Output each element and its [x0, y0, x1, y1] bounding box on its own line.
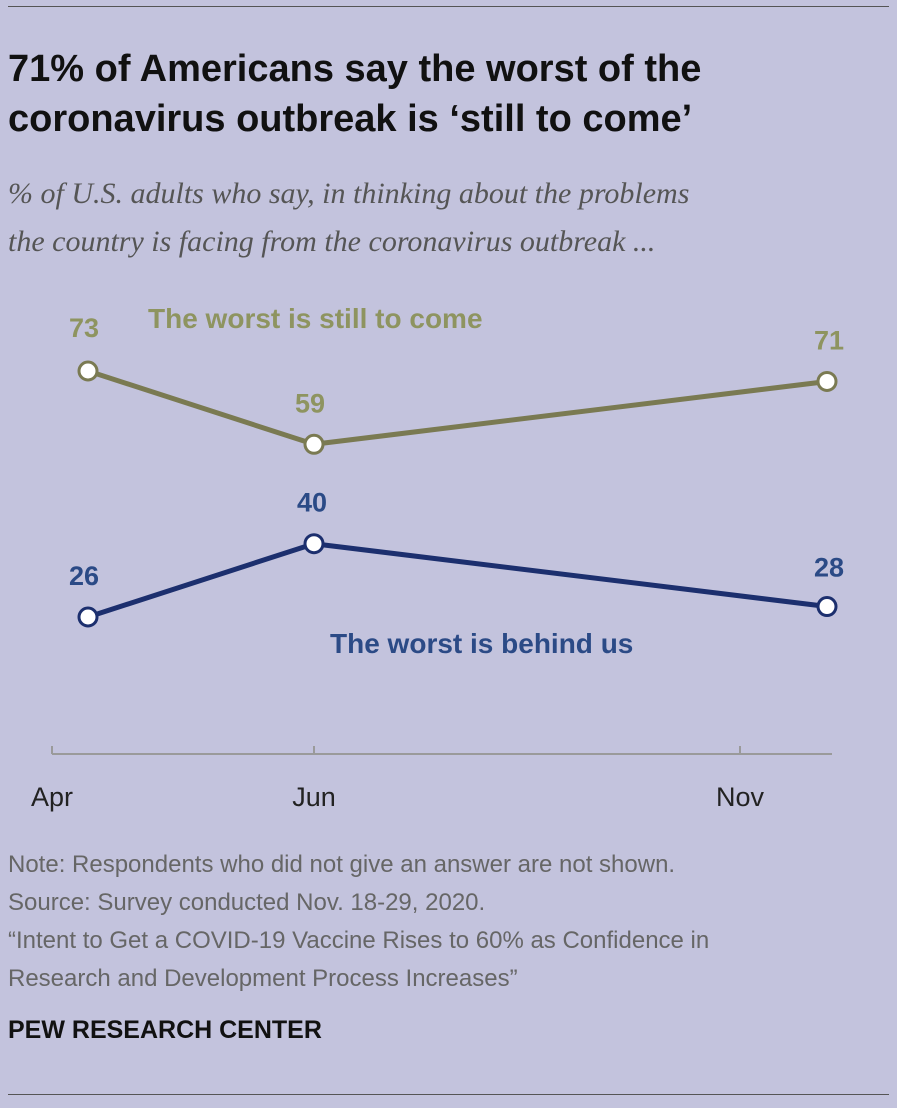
x-tick-label: Jun [292, 782, 336, 812]
chart-title: 71% of Americans say the worst of the co… [8, 44, 888, 144]
subtitle-line-1: % of U.S. adults who say, in thinking ab… [8, 177, 690, 210]
series-layer [77, 360, 838, 628]
subtitle-line-2: the country is facing from the coronavir… [8, 225, 656, 258]
title-line-2: coronavirus outbreak is ‘still to come’ [8, 98, 693, 140]
note-text: Note: Respondents who did not give an an… [8, 851, 676, 878]
source-text: Source: Survey conducted Nov. 18-29, 202… [8, 889, 486, 916]
series-label: The worst is still to come [148, 303, 483, 334]
data-point [77, 360, 99, 382]
series-line [85, 368, 830, 447]
data-label: 71 [814, 325, 844, 355]
data-point [303, 533, 325, 555]
data-point [816, 596, 838, 618]
top-rule [8, 6, 889, 7]
chart-subtitle: % of U.S. adults who say, in thinking ab… [8, 170, 893, 266]
data-point [816, 370, 838, 392]
report-title-line-1: “Intent to Get a COVID-19 Vaccine Rises … [8, 927, 710, 954]
line-chart: Apr Jun Nov 73 59 71 The worst is still to com… [31, 303, 844, 812]
data-point [77, 606, 99, 628]
brand-logo-text: PEW RESEARCH CENTER [8, 1016, 322, 1044]
x-axis [51, 746, 832, 755]
data-point [303, 433, 325, 455]
label-layer: Apr Jun Nov 73 59 71 The worst is still to com… [31, 303, 844, 812]
data-label: 40 [297, 488, 327, 518]
report-title-line-2: Research and Development Process Increas… [8, 965, 518, 992]
x-tick-label: Nov [716, 782, 765, 812]
data-label: 73 [69, 313, 99, 343]
data-label: 26 [69, 561, 99, 591]
title-line-1: 71% of Americans say the worst of the [8, 48, 702, 90]
data-label: 28 [814, 553, 844, 583]
bottom-rule [8, 1094, 889, 1095]
series-line [85, 541, 830, 620]
data-label: 59 [295, 388, 325, 418]
notes-block: Note: Respondents who did not give an an… [8, 846, 888, 998]
x-tick-label: Apr [31, 782, 73, 812]
series-label: The worst is behind us [330, 628, 633, 659]
